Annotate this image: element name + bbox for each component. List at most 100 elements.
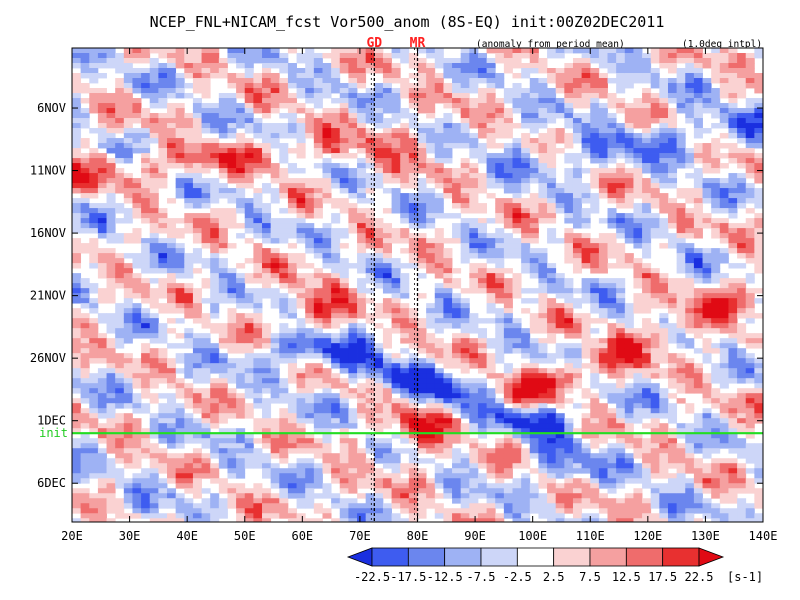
field-cell [279, 513, 289, 519]
field-cell [434, 93, 444, 99]
field-cell [391, 363, 401, 369]
field-cell [339, 403, 349, 409]
field-cell [357, 363, 367, 369]
field-cell [236, 448, 246, 454]
field-cell [469, 348, 479, 354]
field-cell [167, 373, 177, 379]
field-cell [106, 258, 116, 264]
field-cell [331, 248, 341, 254]
field-cell [495, 58, 505, 64]
field-cell [452, 203, 462, 209]
field-cell [521, 93, 531, 99]
field-cell [624, 83, 634, 89]
field-cell [184, 383, 194, 389]
field-cell [115, 78, 125, 84]
field-cell [89, 163, 99, 169]
field-cell [287, 353, 297, 359]
field-cell [564, 373, 574, 379]
field-cell [581, 98, 591, 104]
field-cell [279, 143, 289, 149]
field-cell [564, 298, 574, 304]
field-cell [598, 308, 608, 314]
field-cell [279, 153, 289, 159]
field-cell [192, 493, 202, 499]
field-cell [149, 443, 159, 449]
field-cell [572, 88, 583, 94]
field-cell [158, 103, 168, 109]
field-cell [184, 428, 194, 434]
field-cell [512, 513, 522, 519]
field-cell [417, 93, 427, 99]
field-cell [236, 288, 246, 294]
field-cell [564, 368, 574, 374]
field-cell [279, 283, 289, 289]
field-cell [123, 158, 133, 164]
field-cell [460, 328, 470, 334]
field-cell [477, 133, 487, 139]
field-cell [374, 353, 384, 359]
field-cell [270, 363, 280, 369]
field-cell [452, 418, 462, 424]
field-cell [296, 473, 306, 479]
field-cell [400, 218, 410, 224]
field-cell [607, 418, 617, 424]
field-cell [184, 303, 194, 309]
field-cell [486, 118, 496, 124]
field-cell [469, 138, 479, 144]
field-cell [581, 48, 591, 54]
field-cell [529, 373, 539, 379]
field-cell [400, 173, 410, 179]
field-cell [244, 458, 254, 464]
field-cell [253, 313, 263, 319]
field-cell [598, 458, 608, 464]
field-cell [443, 303, 453, 309]
field-cell [141, 468, 151, 474]
field-cell [89, 403, 99, 409]
field-cell [210, 408, 220, 414]
field-cell [598, 338, 608, 344]
field-cell [305, 408, 315, 414]
field-cell [348, 483, 358, 489]
field-cell [547, 323, 557, 329]
field-cell [115, 423, 125, 429]
field-cell [512, 158, 522, 164]
field-cell [607, 468, 617, 474]
field-cell [227, 498, 237, 504]
field-cell [512, 283, 522, 289]
field-cell [460, 53, 470, 59]
field-cell [167, 268, 177, 274]
field-cell [158, 208, 168, 214]
field-cell [167, 68, 177, 74]
field-cell [201, 93, 211, 99]
field-cell [590, 93, 600, 99]
field-cell [564, 78, 574, 84]
field-cell [374, 248, 384, 254]
field-cell [72, 443, 82, 449]
field-cell [218, 398, 228, 404]
field-cell [270, 303, 280, 309]
field-cell [452, 73, 462, 79]
field-cell [426, 198, 436, 204]
field-cell [495, 203, 505, 209]
field-cell [486, 233, 496, 239]
field-cell [564, 488, 574, 494]
field-cell [564, 423, 574, 429]
field-cell [192, 118, 202, 124]
field-cell [201, 498, 211, 504]
field-cell [616, 133, 626, 139]
field-cell [175, 123, 185, 129]
field-cell [210, 113, 220, 119]
field-cell [339, 118, 349, 124]
field-cell [262, 138, 272, 144]
field-cell [201, 473, 211, 479]
field-cell [486, 283, 496, 289]
field-cell [391, 358, 401, 364]
field-cell [590, 513, 600, 519]
field-cell [149, 333, 159, 339]
field-cell [495, 513, 505, 519]
field-cell [123, 378, 133, 384]
field-cell [201, 108, 211, 114]
field-cell [512, 478, 522, 484]
field-cell [590, 103, 600, 109]
field-cell [495, 388, 505, 394]
